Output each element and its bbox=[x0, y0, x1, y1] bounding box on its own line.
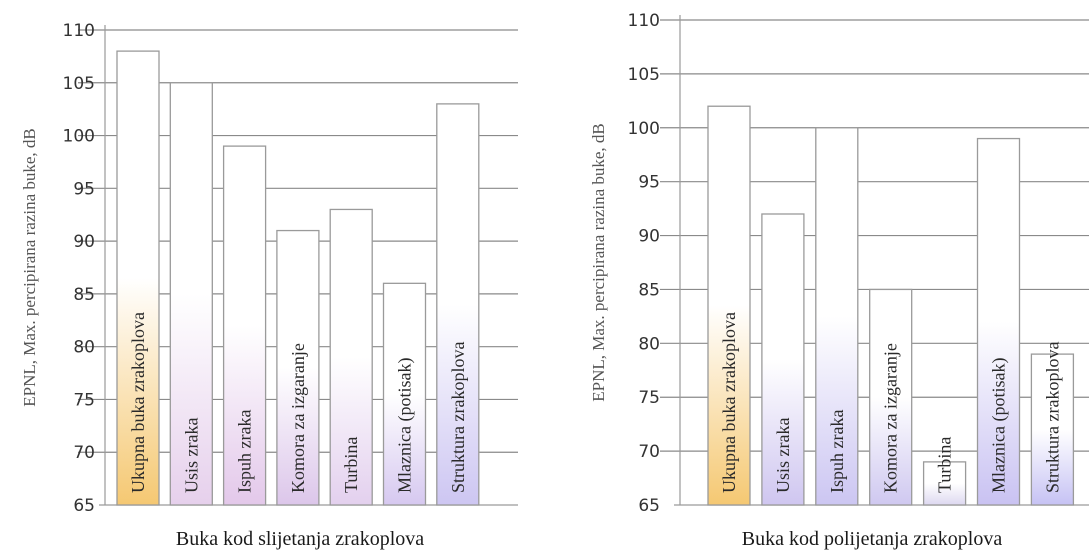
bar-3 bbox=[815, 127, 859, 506]
y-tick-label: 90 bbox=[638, 227, 660, 247]
bar-label: Usis zraka bbox=[773, 418, 793, 493]
bar-5 bbox=[922, 461, 967, 506]
x-axis-title: Buka kod polijetanja zrakoplova bbox=[742, 528, 1003, 550]
y-tick-label: 75 bbox=[73, 390, 95, 410]
y-axis-title: EPNL, Max. percipirana razina buke, dB bbox=[589, 123, 608, 402]
bar-4 bbox=[869, 288, 913, 506]
bar-label: Mlaznica (potisak) bbox=[989, 358, 1010, 493]
bar-5 bbox=[329, 208, 373, 506]
y-tick-label: 70 bbox=[73, 443, 95, 463]
y-tick-label: 80 bbox=[638, 334, 660, 354]
bar-3 bbox=[222, 145, 267, 506]
bar-4 bbox=[276, 229, 320, 506]
bar-6 bbox=[382, 282, 427, 506]
bar-label: Turbina bbox=[341, 437, 361, 493]
y-tick-label: 110 bbox=[628, 11, 660, 31]
y-tick-label: 105 bbox=[63, 74, 95, 94]
chart-2: 65 70 75 80 85 90 95 100 105 110 Ukupna buka zrako… bbox=[589, 11, 1089, 550]
bar-6 bbox=[976, 137, 1021, 506]
bar-label: Struktura zrakoplova bbox=[448, 342, 468, 493]
x-axis-title: Buka kod slijetanja zrakoplova bbox=[176, 528, 424, 550]
bar-label: Struktura zrakoplova bbox=[1042, 342, 1062, 493]
bar-label: Ispuh zraka bbox=[235, 410, 255, 493]
bar-label: Komora za izgaranje bbox=[288, 343, 308, 493]
bar-label: Ukupna buka zrakoplova bbox=[719, 312, 739, 493]
y-tick-label: 70 bbox=[638, 442, 660, 462]
bar-label: Turbina bbox=[935, 437, 955, 493]
bar-label: Komora za izgaranje bbox=[881, 343, 901, 493]
y-tick-label: 90 bbox=[73, 232, 95, 252]
y-tick-label: 100 bbox=[628, 119, 660, 139]
bar-label: Ispuh zraka bbox=[827, 410, 847, 493]
bar-7 bbox=[1030, 353, 1075, 506]
y-tick-label: 100 bbox=[63, 127, 95, 147]
y-tick-label: 75 bbox=[638, 388, 660, 408]
bar-7 bbox=[436, 103, 480, 506]
bar-2 bbox=[761, 213, 805, 506]
y-tick-label: 85 bbox=[73, 285, 95, 305]
y-axis-title: EPNL, Max. percipirana razina buke, dB bbox=[20, 128, 39, 407]
y-tick-label: 85 bbox=[638, 280, 660, 300]
bar-label: Usis zraka bbox=[181, 418, 201, 493]
chart-1: 65 70 75 80 85 90 95 100 105 110 Ukupna buka zrako… bbox=[20, 21, 518, 550]
y-tick-label: 95 bbox=[73, 179, 95, 199]
y-tick-label: 110 bbox=[63, 21, 95, 41]
bar-1 bbox=[707, 105, 751, 506]
y-tick-label: 65 bbox=[638, 496, 660, 516]
y-tick-label: 95 bbox=[638, 173, 660, 193]
y-tick-label: 105 bbox=[628, 65, 660, 85]
bar-1 bbox=[116, 50, 160, 506]
bar-label: Mlaznica (potisak) bbox=[395, 358, 416, 493]
bar-2 bbox=[169, 82, 213, 506]
y-tick-label: 65 bbox=[73, 496, 95, 516]
y-tick-label: 80 bbox=[73, 338, 95, 358]
bar-label: Ukupna buka zrakoplova bbox=[128, 312, 148, 493]
